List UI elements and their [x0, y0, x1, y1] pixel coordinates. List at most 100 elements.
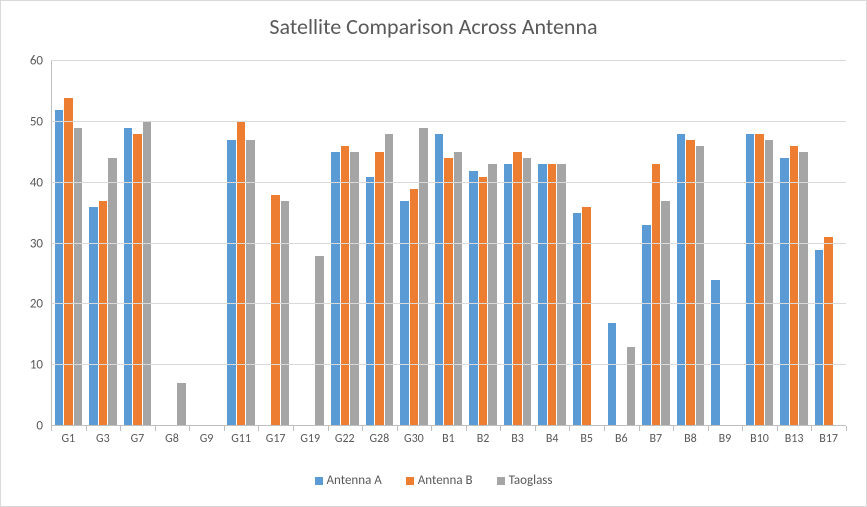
bar: [237, 122, 246, 426]
chart-container: Satellite Comparison Across Antenna G1G3…: [0, 0, 867, 507]
bar: [746, 134, 755, 426]
bar: [331, 152, 340, 426]
bar: [755, 134, 764, 426]
bar: [74, 128, 83, 426]
bar: [89, 207, 98, 426]
category-bars: [639, 61, 674, 426]
category-group: B6: [604, 61, 639, 426]
category-group: B2: [466, 61, 501, 426]
bar: [410, 189, 419, 426]
bar: [557, 164, 566, 426]
bar: [444, 158, 453, 426]
x-tick-label: B8: [673, 426, 708, 446]
gridline: [51, 303, 846, 304]
category-group: G30: [397, 61, 432, 426]
category-bars: [431, 61, 466, 426]
x-tick-label: G17: [258, 426, 293, 446]
legend: Antenna AAntenna BTaoglass: [1, 473, 866, 488]
category-group: B17: [811, 61, 846, 426]
category-group: G22: [328, 61, 363, 426]
bar: [143, 122, 152, 426]
category-group: B9: [708, 61, 743, 426]
bar: [765, 140, 774, 426]
x-tick-label: G9: [189, 426, 224, 446]
category-bars: [51, 61, 86, 426]
category-group: G19: [293, 61, 328, 426]
x-tick-label: B10: [742, 426, 777, 446]
legend-swatch: [497, 477, 505, 485]
x-tick-label: G30: [397, 426, 432, 446]
bar: [824, 237, 833, 426]
category-group: G11: [224, 61, 259, 426]
category-bars: [155, 61, 190, 426]
bar: [64, 98, 73, 427]
category-group: G7: [120, 61, 155, 426]
y-tick-label: 0: [3, 419, 51, 434]
bar: [454, 152, 463, 426]
bar: [385, 134, 394, 426]
x-tick-label: B9: [708, 426, 743, 446]
gridline: [51, 60, 846, 61]
bar: [366, 177, 375, 426]
bar: [504, 164, 513, 426]
bar: [608, 323, 617, 426]
category-group: G3: [86, 61, 121, 426]
bar: [133, 134, 142, 426]
category-group: G9: [189, 61, 224, 426]
bar: [815, 250, 824, 426]
bar: [124, 128, 133, 426]
y-tick-label: 10: [3, 358, 51, 373]
category-bars: [397, 61, 432, 426]
bar: [469, 171, 478, 427]
bar: [271, 195, 280, 426]
category-group: B7: [639, 61, 674, 426]
category-bars: [86, 61, 121, 426]
y-axis: [51, 61, 52, 426]
bar: [661, 201, 670, 426]
gridline: [51, 425, 846, 426]
bar: [780, 158, 789, 426]
bar: [246, 140, 255, 426]
bar: [488, 164, 497, 426]
chart-title: Satellite Comparison Across Antenna: [1, 13, 866, 40]
bar: [582, 207, 591, 426]
bar: [227, 140, 236, 426]
category-bars: [293, 61, 328, 426]
bar: [281, 201, 290, 426]
category-group: G28: [362, 61, 397, 426]
category-bars: [777, 61, 812, 426]
bar: [419, 128, 428, 426]
x-tick-label: B3: [500, 426, 535, 446]
x-tick-label: B5: [569, 426, 604, 446]
category-bars: [604, 61, 639, 426]
bar: [315, 256, 324, 426]
category-bars: [362, 61, 397, 426]
x-tick-label: G8: [155, 426, 190, 446]
y-tick-label: 30: [3, 236, 51, 251]
gridline: [51, 121, 846, 122]
legend-swatch: [406, 477, 414, 485]
category-group: B8: [673, 61, 708, 426]
category-bars: [120, 61, 155, 426]
legend-item: Antenna A: [315, 473, 382, 488]
bar: [177, 383, 186, 426]
category-bars: [708, 61, 743, 426]
x-tick-label: G7: [120, 426, 155, 446]
bar: [479, 177, 488, 426]
bar: [523, 158, 532, 426]
bar: [55, 110, 64, 426]
gridline: [51, 364, 846, 365]
bar: [790, 146, 799, 426]
category-bars: [189, 61, 224, 426]
category-group: B1: [431, 61, 466, 426]
category-bars: [328, 61, 363, 426]
x-tick-label: G1: [51, 426, 86, 446]
category-bars: [258, 61, 293, 426]
x-tick-label: G28: [362, 426, 397, 446]
x-tick-label: G22: [328, 426, 363, 446]
gridline: [51, 243, 846, 244]
y-tick-label: 60: [3, 54, 51, 69]
x-tick-label: B6: [604, 426, 639, 446]
category-bars: [535, 61, 570, 426]
bar: [677, 134, 686, 426]
